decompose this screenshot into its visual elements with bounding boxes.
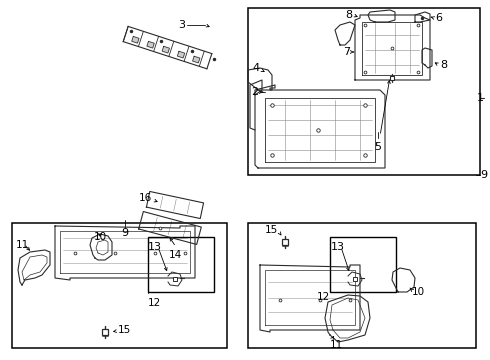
Text: 16: 16 [139,193,152,203]
Text: 2: 2 [251,87,258,97]
Bar [12,223,227,348]
Text: 12: 12 [148,298,161,308]
Text: 11: 11 [330,340,343,350]
Bar [148,237,214,292]
Polygon shape [132,36,139,43]
Text: 9: 9 [480,170,487,180]
Text: 13: 13 [331,242,345,252]
Text: 1: 1 [477,93,484,103]
Bar [248,223,476,348]
Text: 10: 10 [94,232,106,242]
Text: 10: 10 [412,287,425,297]
Text: 6: 6 [435,13,442,23]
Bar [248,8,480,175]
Text: 13: 13 [148,242,162,252]
Polygon shape [147,41,154,48]
Text: 4: 4 [253,63,260,73]
Text: 14: 14 [169,250,182,260]
Polygon shape [162,46,170,53]
Text: 8: 8 [440,60,447,70]
Text: 8: 8 [345,10,352,20]
Text: 5: 5 [374,142,382,152]
Polygon shape [177,51,185,58]
Text: 9: 9 [122,228,128,238]
Text: 3: 3 [178,20,185,30]
Text: 15: 15 [118,325,131,335]
Text: 7: 7 [343,47,350,57]
Text: 12: 12 [317,292,330,302]
Polygon shape [193,56,200,63]
Text: 11: 11 [15,240,28,250]
Bar [330,237,396,292]
Text: 15: 15 [265,225,278,235]
